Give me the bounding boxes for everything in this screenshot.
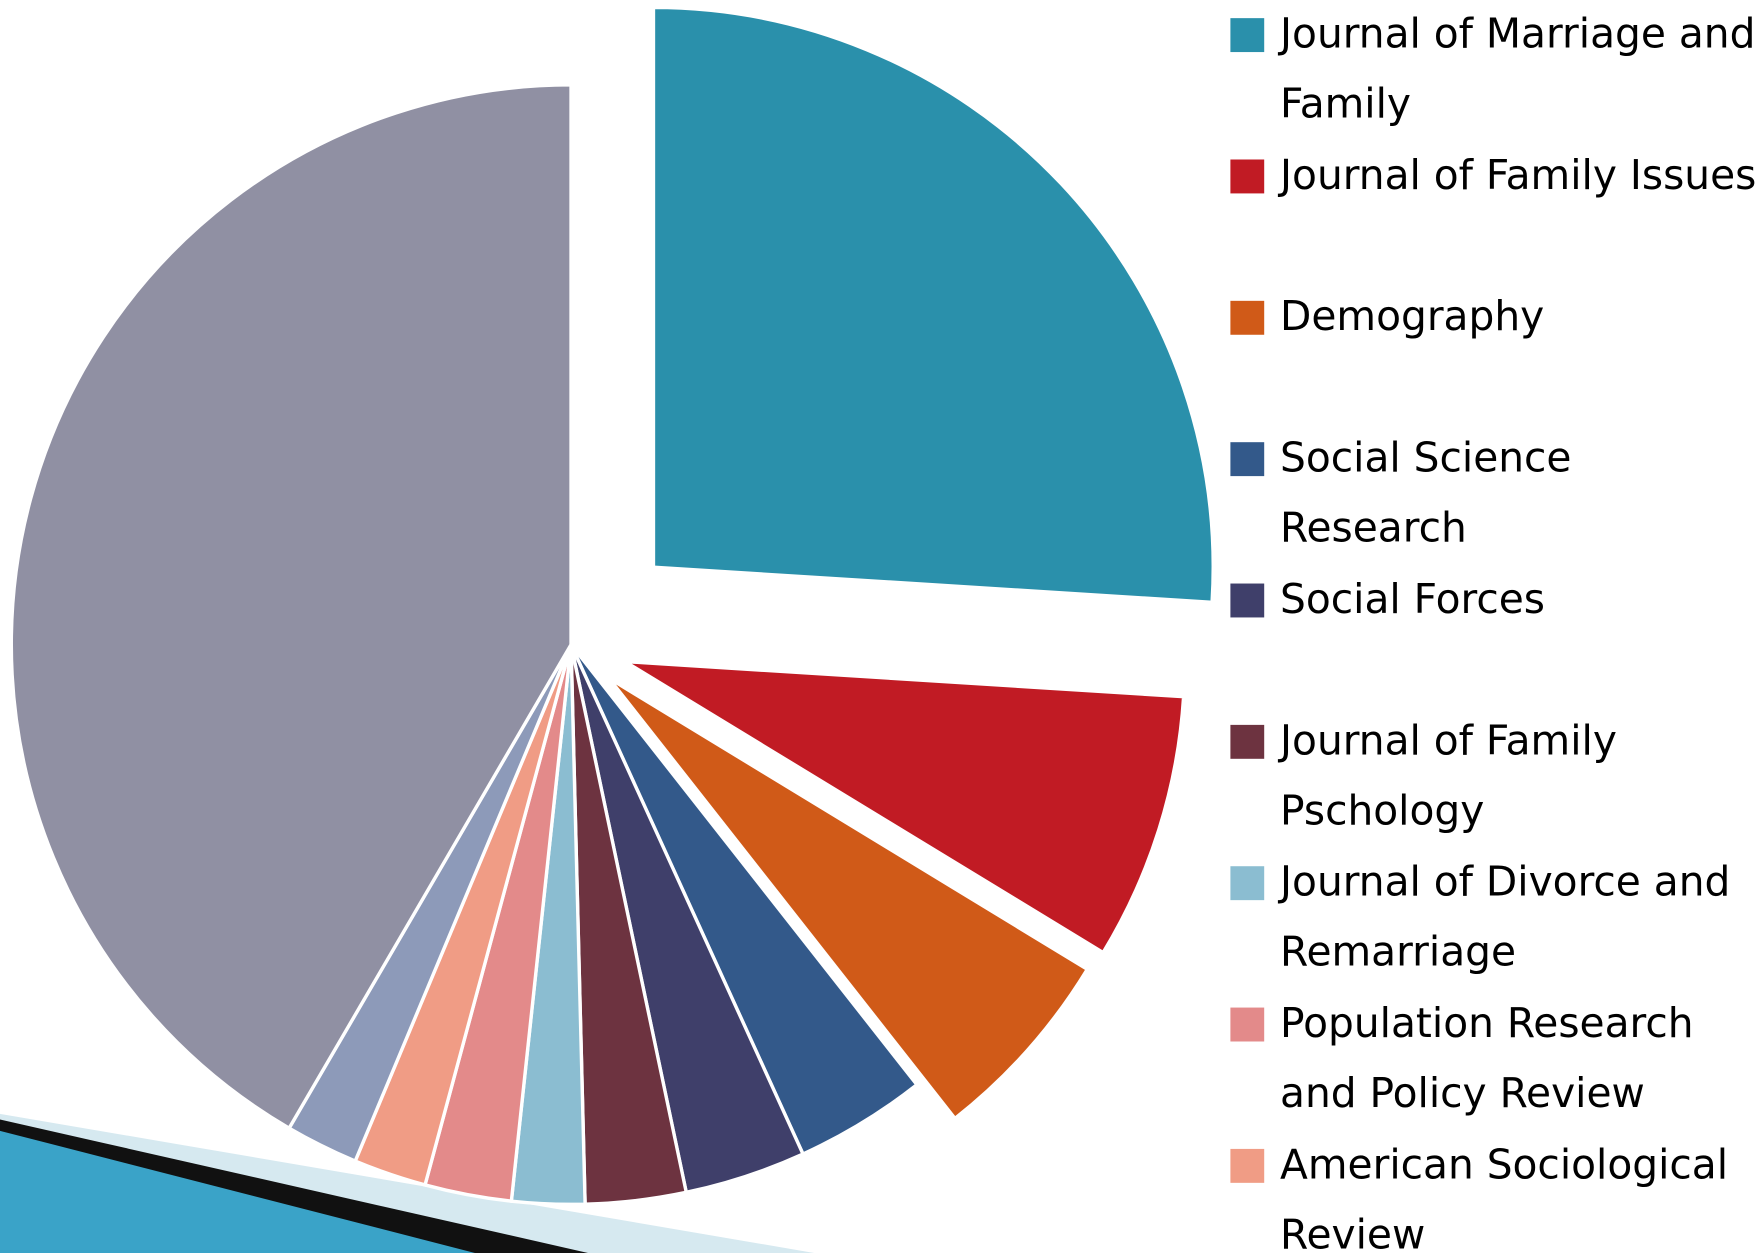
legend-item: Social Science Research: [1230, 424, 1761, 565]
legend-item: Journal of Marriage and Family: [1230, 0, 1761, 141]
legend-swatch: [1230, 866, 1264, 900]
legend-swatch: [1230, 18, 1264, 52]
legend-swatch: [1230, 725, 1264, 759]
legend-item: Journal of Divorce and Remarriage: [1230, 848, 1761, 989]
legend-swatch: [1230, 159, 1264, 193]
legend-label: Population Research and Policy Review: [1280, 989, 1764, 1129]
legend-item: American Sociological Review: [1230, 1131, 1761, 1253]
legend-label: Journal of Marriage and Family: [1280, 0, 1764, 140]
legend-label: American Sociological Review: [1280, 1131, 1764, 1253]
legend-swatch: [1230, 301, 1264, 335]
legend-item: Population Research and Policy Review: [1230, 989, 1761, 1130]
legend-item: Journal of Family Pschology: [1230, 707, 1761, 848]
pie: [11, 7, 1213, 1204]
legend-label: Journal of Divorce and Remarriage: [1280, 848, 1764, 988]
legend-swatch: [1230, 1008, 1264, 1042]
legend-item: Demography: [1230, 283, 1761, 424]
legend-swatch: [1230, 584, 1264, 618]
legend-swatch: [1230, 1149, 1264, 1183]
legend-label: Social Forces: [1280, 565, 1764, 635]
legend-item: Social Forces: [1230, 565, 1761, 706]
legend-label: Journal of Family Issues: [1280, 141, 1764, 211]
legend-item: Journal of Family Issues: [1230, 141, 1761, 282]
pie-slice: [653, 7, 1213, 602]
legend-label: Journal of Family Pschology: [1280, 707, 1764, 847]
legend-label: Social Science Research: [1280, 424, 1764, 564]
chart: Journal of Marriage and FamilyJournal of…: [0, 0, 1764, 1253]
legend-label: Demography: [1280, 283, 1764, 353]
legend-swatch: [1230, 442, 1264, 476]
